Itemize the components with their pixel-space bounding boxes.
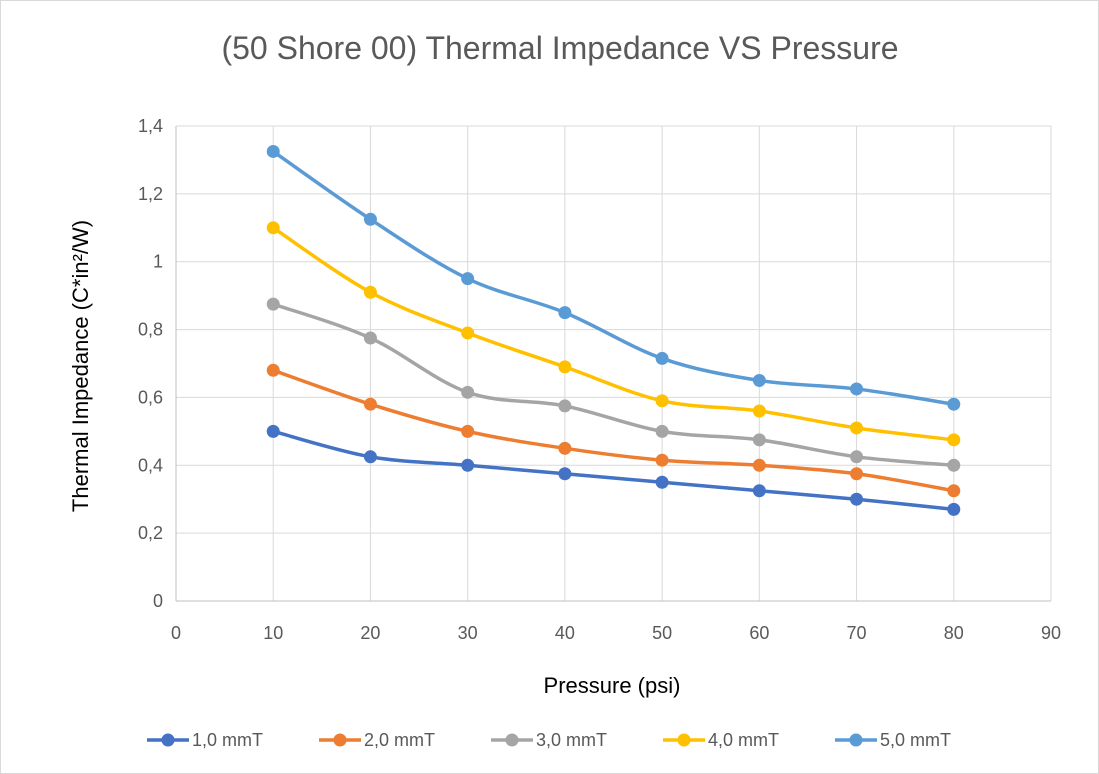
legend-label: 4,0 mmT bbox=[708, 730, 779, 750]
legend-item: 5,0 mmT bbox=[835, 730, 951, 750]
legend-marker bbox=[333, 733, 347, 747]
gridlines bbox=[176, 125, 1052, 602]
legend-marker bbox=[849, 733, 863, 747]
data-point bbox=[363, 397, 377, 411]
data-point bbox=[655, 475, 669, 489]
data-point bbox=[752, 484, 766, 498]
series-2 bbox=[266, 363, 961, 498]
x-tick-label: 10 bbox=[263, 623, 283, 643]
legend-item: 2,0 mmT bbox=[319, 730, 435, 750]
legend-label: 2,0 mmT bbox=[364, 730, 435, 750]
legend-item: 3,0 mmT bbox=[491, 730, 607, 750]
legend-label: 1,0 mmT bbox=[192, 730, 263, 750]
data-point bbox=[461, 272, 475, 286]
data-point bbox=[363, 331, 377, 345]
data-point bbox=[266, 297, 280, 311]
x-tick-label: 90 bbox=[1041, 623, 1061, 643]
data-point bbox=[655, 453, 669, 467]
y-tick-label: 0,4 bbox=[138, 455, 163, 475]
y-tick-label: 0,2 bbox=[138, 523, 163, 543]
data-point bbox=[266, 424, 280, 438]
y-axis-title: Thermal Impedance (C*in²/W) bbox=[68, 220, 93, 512]
data-point bbox=[558, 306, 572, 320]
data-point bbox=[752, 373, 766, 387]
series-1 bbox=[266, 424, 961, 516]
data-point bbox=[558, 441, 572, 455]
data-point bbox=[461, 424, 475, 438]
axes bbox=[175, 126, 1051, 602]
y-tick-label: 0,8 bbox=[138, 320, 163, 340]
data-point bbox=[850, 492, 864, 506]
y-tick-label: 1,2 bbox=[138, 184, 163, 204]
x-tick-label: 20 bbox=[360, 623, 380, 643]
series-3 bbox=[266, 297, 961, 472]
chart-title: (50 Shore 00) Thermal Impedance VS Press… bbox=[221, 30, 898, 66]
series-4 bbox=[266, 221, 961, 447]
data-point bbox=[558, 467, 572, 481]
x-tick-label: 30 bbox=[458, 623, 478, 643]
series-line bbox=[271, 149, 956, 406]
legend-item: 4,0 mmT bbox=[663, 730, 779, 750]
data-point bbox=[655, 351, 669, 365]
data-point bbox=[266, 363, 280, 377]
y-tick-label: 0 bbox=[153, 591, 163, 611]
data-point bbox=[558, 399, 572, 413]
x-axis-title: Pressure (psi) bbox=[544, 673, 681, 698]
tick-labels: 0 0,2 0,4 0,6 0,8 1 1,2 1,4 0 10 20 30 40 50 60 70 80 90 bbox=[138, 116, 1061, 643]
legend-marker bbox=[677, 733, 691, 747]
data-point bbox=[850, 467, 864, 481]
data-point bbox=[558, 360, 572, 374]
data-point bbox=[947, 458, 961, 472]
data-point bbox=[752, 433, 766, 447]
x-tick-label: 60 bbox=[749, 623, 769, 643]
series-line bbox=[271, 226, 956, 442]
data-point bbox=[752, 458, 766, 472]
y-tick-label: 1,4 bbox=[138, 116, 163, 136]
data-point bbox=[947, 397, 961, 411]
y-tick-label: 1 bbox=[153, 252, 163, 272]
data-point bbox=[850, 421, 864, 435]
legend-label: 3,0 mmT bbox=[536, 730, 607, 750]
legend-marker bbox=[505, 733, 519, 747]
data-point bbox=[850, 450, 864, 464]
data-point bbox=[363, 450, 377, 464]
x-tick-label: 70 bbox=[847, 623, 867, 643]
data-point bbox=[655, 394, 669, 408]
data-point bbox=[461, 385, 475, 399]
data-point bbox=[947, 433, 961, 447]
y-tick-label: 0,6 bbox=[138, 387, 163, 407]
x-tick-label: 50 bbox=[652, 623, 672, 643]
legend: 1,0 mmT 2,0 mmT 3,0 mmT 4,0 mmT 5,0 mmT bbox=[147, 730, 951, 750]
data-point bbox=[655, 424, 669, 438]
series-5 bbox=[266, 144, 961, 411]
x-tick-label: 40 bbox=[555, 623, 575, 643]
data-point bbox=[947, 502, 961, 516]
data-point bbox=[947, 484, 961, 498]
data-point bbox=[266, 221, 280, 235]
series-group bbox=[266, 144, 961, 516]
legend-item: 1,0 mmT bbox=[147, 730, 263, 750]
series-line bbox=[271, 302, 956, 468]
legend-label: 5,0 mmT bbox=[880, 730, 951, 750]
data-point bbox=[752, 404, 766, 418]
data-point bbox=[363, 212, 377, 226]
data-point bbox=[266, 144, 280, 158]
data-point bbox=[461, 326, 475, 340]
x-tick-label: 80 bbox=[944, 623, 964, 643]
x-tick-label: 0 bbox=[171, 623, 181, 643]
data-point bbox=[461, 458, 475, 472]
data-point bbox=[363, 285, 377, 299]
legend-marker bbox=[161, 733, 175, 747]
data-point bbox=[850, 382, 864, 396]
